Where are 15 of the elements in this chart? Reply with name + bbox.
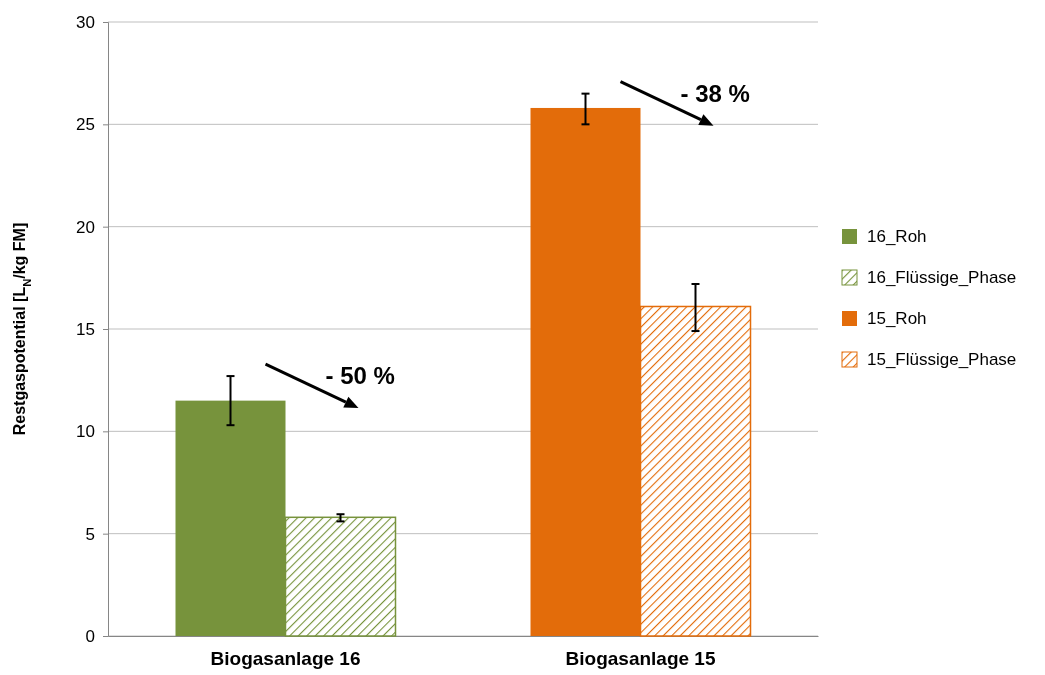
y-tick-label: 30 — [76, 12, 95, 32]
legend-label: 16_Roh — [867, 227, 927, 246]
annotation: - 38 % — [680, 79, 750, 107]
y-tick-label: 20 — [76, 217, 95, 237]
x-tick-label: Biogasanlage 15 — [565, 648, 716, 670]
annotation: - 50 % — [325, 362, 395, 390]
y-tick-label: 25 — [76, 115, 95, 135]
y-tick-label: 5 — [85, 524, 95, 544]
y-tick-label: 10 — [76, 422, 95, 442]
y-tick-label: 0 — [85, 626, 95, 646]
x-tick-label: Biogasanlage 16 — [210, 648, 361, 670]
legend-label: 15_Roh — [867, 309, 927, 328]
legend-label: 15_Flüssige_Phase — [867, 350, 1017, 369]
legend-label: 16_Flüssige_Phase — [867, 268, 1017, 287]
y-tick-label: 15 — [76, 319, 95, 339]
